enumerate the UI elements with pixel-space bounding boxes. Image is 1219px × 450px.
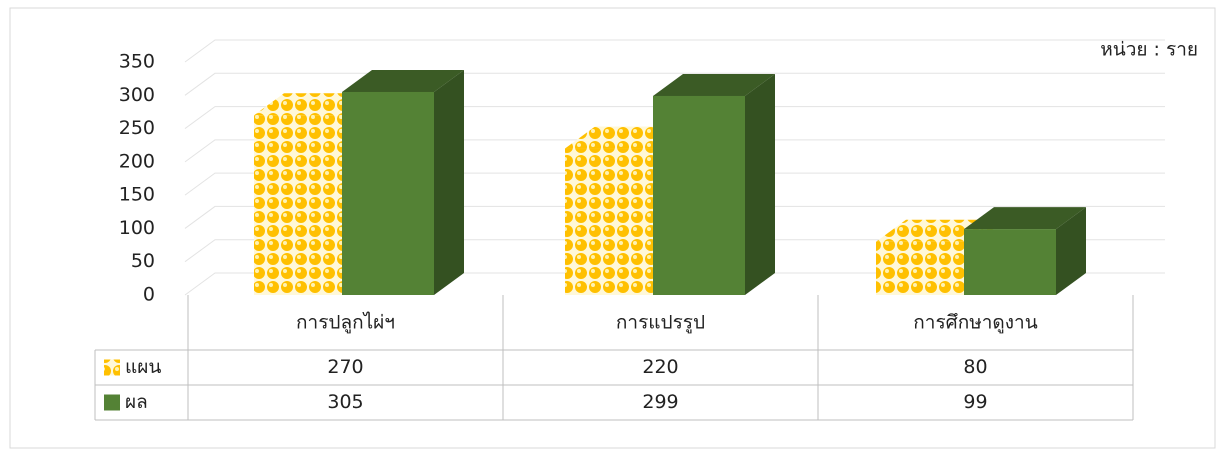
bar-front: [876, 241, 964, 295]
grid-line: [184, 239, 1165, 263]
legend-key: [104, 394, 120, 411]
bar-front: [254, 115, 342, 295]
legend-label: แผน: [125, 356, 161, 378]
grid-line: [184, 139, 1165, 163]
chart-frame: [9, 7, 1216, 449]
bar-front: [342, 91, 434, 295]
bar-front: [653, 95, 745, 295]
grid-line: [184, 172, 1165, 196]
bar: [964, 207, 1086, 295]
grid-line: [184, 106, 1165, 129]
table-value: 220: [642, 356, 678, 378]
y-tick-label: 250: [119, 117, 155, 139]
bar: [653, 73, 775, 295]
grid-line: [184, 205, 1165, 229]
x-tick-label: การแปรรูป: [616, 312, 705, 334]
bar-side: [1056, 207, 1086, 295]
unit-annotation: หน่วย : ราย: [1100, 39, 1198, 61]
x-tick-label: การปลูกไผ่ฯ: [296, 312, 395, 334]
x-tick-label: การศึกษาดูงาน: [913, 312, 1037, 334]
y-tick-label: 350: [119, 51, 155, 73]
y-tick-label: 50: [131, 250, 155, 272]
bar-front: [565, 148, 653, 295]
bar-top: [342, 69, 464, 92]
y-tick-label: 200: [119, 150, 155, 172]
y-tick-label: 150: [119, 184, 155, 206]
legend-label: ผล: [125, 391, 148, 413]
grid-line: [184, 39, 1165, 63]
y-tick-label: 100: [119, 217, 155, 239]
bar-top: [653, 73, 775, 96]
table-value: 80: [963, 356, 987, 378]
y-tick-label: 0: [143, 284, 155, 306]
table-value: 299: [642, 391, 678, 413]
grid-line: [184, 72, 1165, 96]
table-value: 270: [327, 356, 363, 378]
grid-line: [184, 272, 1165, 296]
bar-side: [745, 73, 775, 295]
bar-front: [964, 229, 1056, 295]
legend-key: [104, 359, 120, 376]
table-value: 305: [327, 391, 363, 413]
y-tick-label: 300: [119, 84, 155, 106]
table-value: 99: [963, 391, 987, 413]
bar-top: [964, 207, 1086, 230]
bar-side: [434, 69, 464, 295]
bar: [342, 69, 464, 295]
